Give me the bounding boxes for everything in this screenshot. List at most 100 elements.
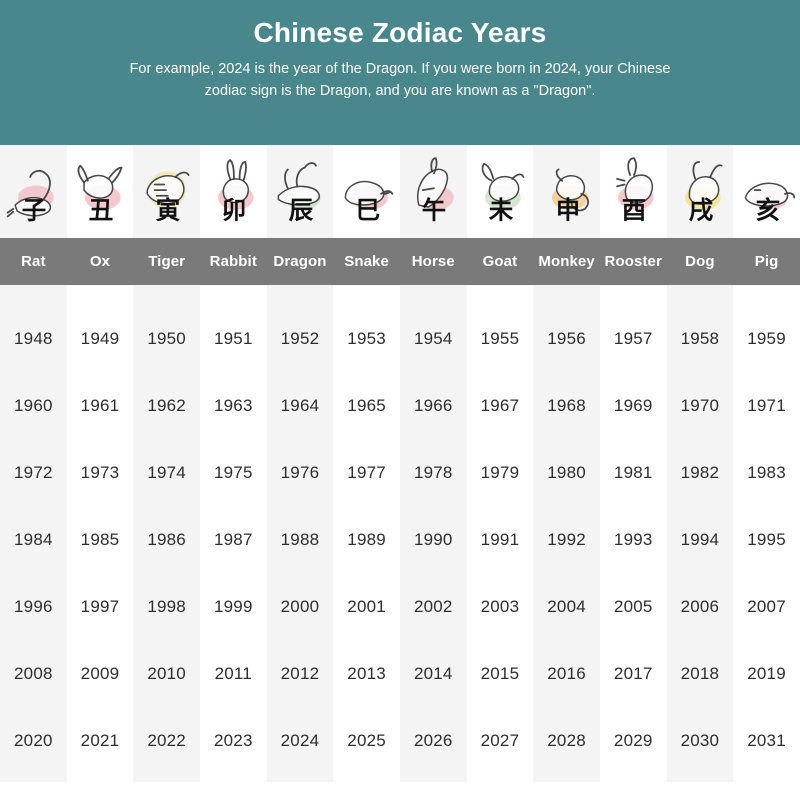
year-list: 1955 1967 1979 1991 2003 2015 2027 (467, 285, 534, 774)
zodiac-column-dragon[interactable]: 辰 Dragon 1952 1964 1976 1988 2000 2012 2024 (266, 145, 334, 782)
zodiac-animal-strokes (222, 158, 250, 203)
year-cell: 2014 (413, 663, 453, 683)
page-subtitle: For example, 2024 is the year of the Dra… (129, 61, 671, 99)
year-cell: 1978 (413, 462, 453, 482)
zodiac-branch-character: 未 (489, 195, 514, 224)
year-cell: 2018 (680, 663, 720, 683)
year-cell: 1987 (213, 529, 253, 549)
tiger-zodiac-icon: 寅 (146, 170, 190, 224)
year-cell: 2012 (280, 663, 320, 683)
year-cell: 1968 (547, 395, 586, 415)
rabbit-zodiac-icon: 卯 (218, 158, 254, 224)
year-list: 1948 1960 1972 1984 1996 2008 2020 (0, 285, 67, 774)
zodiac-column-rooster[interactable]: 酉 Rooster 1957 1969 1981 1993 2005 2017 2029 (599, 145, 667, 782)
zodiac-column-dog[interactable]: 戌 Dog 1958 1970 1982 1994 2006 2018 2030 (666, 145, 734, 782)
year-cell: 1996 (14, 596, 53, 616)
year-cell: 1975 (213, 462, 253, 482)
year-list: 1949 1961 1973 1985 1997 2009 2021 (67, 285, 134, 774)
year-cell: 1959 (747, 328, 786, 348)
year-cell: 1950 (147, 328, 186, 348)
year-cell: 1973 (80, 462, 120, 482)
zodiac-branch-character: 午 (422, 195, 446, 224)
zodiac-animal-strokes (7, 169, 52, 217)
year-cell: 2031 (747, 730, 786, 750)
year-cell: 1952 (280, 328, 320, 348)
pig-zodiac-icon: 亥 (744, 182, 795, 224)
zodiac-icon-cell: 午 (400, 145, 467, 238)
year-cell: 2001 (347, 596, 386, 616)
zodiac-name-header-rooster: Rooster (599, 238, 667, 285)
zodiac-icon-cell: 寅 (133, 145, 200, 238)
year-cell: 2029 (613, 730, 653, 750)
zodiac-column-monkey[interactable]: 申 Monkey 1956 1968 1980 1992 2004 2016 2028 (533, 145, 600, 782)
year-cell: 1972 (14, 462, 53, 482)
snake-zodiac-icon: 巳 (344, 180, 393, 224)
zodiac-animal-strokes (77, 164, 123, 199)
year-cell: 1999 (213, 596, 253, 616)
year-cell: 2028 (547, 730, 586, 750)
year-cell: 1981 (613, 462, 653, 482)
zodiac-name-header-ox: Ox (66, 238, 134, 285)
year-cell: 2010 (147, 663, 186, 683)
year-cell: 1954 (413, 328, 453, 348)
year-cell: 2019 (747, 663, 786, 683)
year-cell: 1995 (747, 529, 786, 549)
year-cell: 2027 (480, 730, 520, 750)
year-cell: 1998 (147, 596, 186, 616)
zodiac-animal-strokes (417, 156, 449, 208)
goat-zodiac-icon: 未 (481, 162, 525, 224)
year-cell: 2013 (347, 663, 386, 683)
year-list: 1950 1962 1974 1986 1998 2010 2022 (133, 285, 200, 774)
zodiac-table: 子 Rat 1948 1960 1972 1984 1996 2008 2020 丑 Ox 1949 1… (0, 145, 800, 782)
zodiac-icon-cell: 辰 (267, 145, 334, 238)
year-cell: 1989 (347, 529, 386, 549)
zodiac-column-horse[interactable]: 午 Horse 1954 1966 1978 1990 2002 2014 2026 (399, 145, 467, 782)
year-cell: 1962 (147, 395, 186, 415)
zodiac-icon-cell: 巳 (333, 145, 400, 238)
year-cell: 2022 (147, 730, 186, 750)
year-cell: 1990 (413, 529, 453, 549)
zodiac-name-header-snake: Snake (333, 238, 400, 285)
year-list: 1957 1969 1981 1993 2005 2017 2029 (600, 285, 667, 774)
zodiac-branch-character: 戌 (689, 195, 713, 224)
year-cell: 1967 (480, 395, 520, 415)
year-cell: 1951 (213, 328, 253, 348)
zodiac-icon-cell: 申 (533, 145, 600, 238)
zodiac-column-rat[interactable]: 子 Rat 1948 1960 1972 1984 1996 2008 2020 (0, 145, 67, 782)
year-cell: 2021 (80, 730, 120, 750)
zodiac-column-tiger[interactable]: 寅 Tiger 1950 1962 1974 1986 1998 2010 2022 (133, 145, 200, 782)
year-cell: 1963 (213, 395, 253, 415)
year-cell: 1956 (547, 328, 586, 348)
zodiac-name-header-horse: Horse (399, 238, 467, 285)
zodiac-column-rabbit[interactable]: 卯 Rabbit 1951 1963 1975 1987 1999 2011 2023 (199, 145, 267, 782)
year-cell: 2002 (413, 596, 453, 616)
dragon-zodiac-icon: 辰 (277, 161, 321, 224)
year-cell: 1979 (480, 462, 520, 482)
zodiac-branch-character: 酉 (622, 195, 646, 224)
zodiac-column-pig[interactable]: 亥 Pig 1959 1971 1983 1995 2007 2019 2031 (733, 145, 800, 782)
year-cell: 1977 (347, 462, 386, 482)
zodiac-name-header-dog: Dog (666, 238, 734, 285)
year-cell: 1955 (480, 328, 520, 348)
page-banner: Chinese Zodiac Years For example, 2024 i… (0, 0, 800, 145)
year-cell: 1953 (347, 328, 386, 348)
year-cell: 2008 (14, 663, 53, 683)
year-cell: 1997 (80, 596, 120, 616)
zodiac-branch-character: 子 (22, 195, 46, 224)
year-list: 1953 1965 1977 1989 2001 2013 2025 (333, 285, 400, 774)
zodiac-column-snake[interactable]: 巳 Snake 1953 1965 1977 1989 2001 2013 2025 (333, 145, 400, 782)
year-cell: 1991 (480, 529, 520, 549)
zodiac-name-header-pig: Pig (733, 238, 800, 285)
zodiac-column-ox[interactable]: 丑 Ox 1949 1961 1973 1985 1997 2009 2021 (66, 145, 134, 782)
zodiac-name-header-tiger: Tiger (133, 238, 200, 285)
year-cell: 1994 (680, 529, 720, 549)
zodiac-column-goat[interactable]: 未 Goat 1955 1967 1979 1991 2003 2015 2027 (466, 145, 534, 782)
year-cell: 1980 (547, 462, 586, 482)
year-cell: 2004 (547, 596, 586, 616)
zodiac-icon-cell: 子 (0, 145, 67, 238)
zodiac-animal-strokes (344, 180, 393, 206)
zodiac-icon-cell: 未 (467, 145, 534, 238)
zodiac-branch-character: 卯 (222, 195, 246, 224)
year-list: 1951 1963 1975 1987 1999 2011 2023 (200, 285, 267, 774)
year-cell: 1970 (680, 395, 720, 415)
